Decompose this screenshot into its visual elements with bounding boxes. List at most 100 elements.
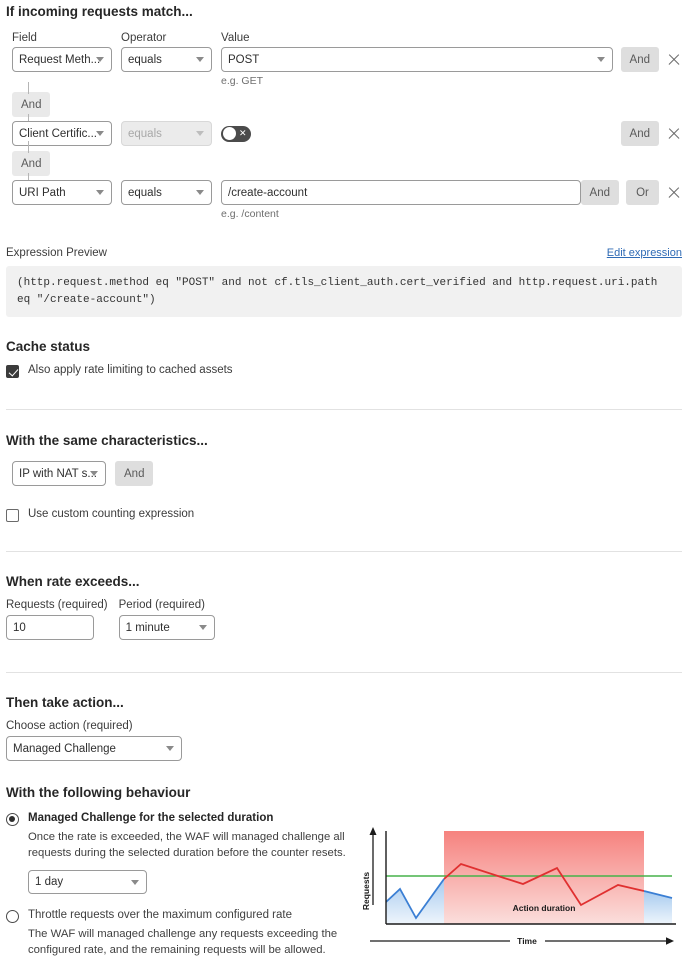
- x-axis-arrowhead: [666, 937, 674, 945]
- action-heading: Then take action...: [6, 695, 124, 710]
- operator-select[interactable]: equals: [121, 180, 212, 205]
- cached-assets-checkbox[interactable]: [6, 365, 19, 378]
- field-select-value: Request Meth...: [19, 53, 101, 66]
- column-header-value: Value: [221, 32, 250, 44]
- expression-preview-label: Expression Preview: [6, 247, 107, 259]
- match-row: Request Meth... equals POST e.g. GET And: [6, 47, 682, 87]
- characteristics-section: With the same characteristics... IP with…: [6, 433, 682, 522]
- behaviour-radio-throttle[interactable]: [6, 910, 19, 924]
- behaviour-section: With the following behaviour Managed Cha…: [6, 785, 682, 959]
- custom-counting-checkbox[interactable]: [6, 509, 19, 522]
- field-select-request-method[interactable]: Request Meth...: [12, 47, 112, 72]
- characteristics-heading: With the same characteristics...: [6, 433, 208, 448]
- requests-input-value: 10: [13, 621, 26, 634]
- chevron-down-icon: [196, 57, 204, 62]
- chevron-down-icon: [131, 879, 139, 885]
- toggle-knob: [223, 127, 236, 140]
- behaviour-option-description: Once the rate is exceeded, the WAF will …: [28, 830, 346, 859]
- rate-heading: When rate exceeds...: [6, 574, 140, 589]
- and-connector: And: [12, 141, 682, 185]
- behaviour-option[interactable]: Managed Challenge for the selected durat…: [6, 811, 346, 895]
- divider: [6, 672, 682, 673]
- match-column-headers: Field Operator Value: [6, 32, 682, 44]
- operator-select-value: equals: [128, 127, 162, 140]
- chevron-down-icon: [90, 471, 98, 476]
- custom-counting-checkbox-row[interactable]: Use custom counting expression: [6, 508, 682, 522]
- and-button[interactable]: And: [620, 47, 659, 72]
- match-heading: If incoming requests match...: [6, 4, 193, 19]
- requests-label: Requests (required): [6, 599, 108, 611]
- chevron-down-icon: [196, 131, 204, 136]
- behaviour-option[interactable]: Throttle requests over the maximum confi…: [6, 908, 346, 958]
- chevron-down-icon: [196, 190, 204, 195]
- expression-preview: Expression Preview Edit expression (http…: [6, 247, 682, 317]
- chevron-down-icon: [166, 746, 174, 751]
- field-select-uri-path[interactable]: URI Path: [12, 180, 112, 205]
- duration-select-value: 1 day: [35, 876, 64, 889]
- remove-condition-icon[interactable]: [666, 185, 682, 201]
- choose-action-label: Choose action (required): [6, 720, 133, 732]
- field-select-value: Client Certific...: [19, 127, 97, 140]
- rate-limit-chart: Requests Action duration Time: [360, 819, 682, 955]
- operator-select[interactable]: equals: [121, 47, 212, 72]
- edit-expression-link[interactable]: Edit expression: [606, 247, 682, 259]
- period-select[interactable]: 1 minute: [118, 615, 215, 640]
- behaviour-option-description: The WAF will managed challenge any reque…: [28, 927, 338, 957]
- value-select-value: POST: [228, 53, 260, 66]
- value-select-method[interactable]: POST: [221, 47, 613, 72]
- choose-action-select[interactable]: Managed Challenge: [6, 736, 182, 761]
- field-select-client-certificate[interactable]: Client Certific...: [12, 121, 112, 146]
- value-input-uri-path[interactable]: /create-account: [221, 180, 581, 205]
- chevron-down-icon: [96, 190, 104, 195]
- rate-section: When rate exceeds... Requests (required)…: [6, 574, 682, 640]
- value-hint: e.g. GET: [221, 75, 264, 87]
- remove-condition-icon[interactable]: [666, 52, 682, 68]
- requests-area-after: [644, 891, 672, 924]
- behaviour-option-title: Managed Challenge for the selected durat…: [28, 812, 274, 824]
- action-section: Then take action... Choose action (requi…: [6, 695, 682, 761]
- divider: [6, 551, 682, 552]
- requests-input[interactable]: 10: [6, 615, 94, 640]
- expression-text: (http.request.method eq "POST" and not c…: [6, 266, 682, 317]
- value-hint: e.g. /content: [221, 208, 279, 220]
- divider: [6, 409, 682, 410]
- operator-select-value: equals: [128, 186, 162, 199]
- operator-select-disabled: equals: [121, 121, 212, 146]
- behaviour-option-title: Throttle requests over the maximum confi…: [28, 909, 292, 922]
- x-axis-label: Time: [517, 936, 537, 946]
- and-button[interactable]: And: [620, 121, 659, 146]
- period-label: Period (required): [118, 599, 205, 611]
- value-input-text: /create-account: [228, 186, 308, 199]
- close-icon: ✕: [239, 128, 247, 138]
- operator-select-value: equals: [128, 53, 162, 66]
- column-header-operator: Operator: [121, 32, 167, 44]
- and-connector: And: [12, 82, 682, 126]
- column-header-field: Field: [12, 32, 37, 44]
- duration-select[interactable]: 1 day: [28, 870, 147, 895]
- field-select-value: URI Path: [19, 186, 66, 199]
- characteristics-and-button[interactable]: And: [115, 461, 154, 486]
- and-connector-button[interactable]: And: [12, 151, 51, 176]
- behaviour-radio-managed-challenge[interactable]: [6, 813, 19, 826]
- chevron-down-icon: [198, 625, 207, 630]
- behaviour-heading: With the following behaviour: [6, 785, 191, 800]
- match-row: Client Certific... equals ✕: [6, 121, 682, 146]
- cached-assets-checkbox-row[interactable]: Also apply rate limiting to cached asset…: [6, 364, 682, 378]
- cache-status-section: Cache status Also apply rate limiting to…: [6, 339, 682, 378]
- cached-assets-label: Also apply rate limiting to cached asset…: [28, 364, 233, 376]
- or-button[interactable]: Or: [626, 180, 659, 205]
- y-axis-arrowhead: [369, 827, 377, 835]
- chevron-down-icon: [96, 131, 104, 136]
- match-rows: Field Operator Value Request Meth... equ…: [6, 32, 682, 220]
- characteristic-select[interactable]: IP with NAT s...: [12, 461, 106, 486]
- action-duration-label: Action duration: [513, 903, 576, 913]
- chart-svg: Requests Action duration Time: [361, 827, 676, 946]
- characteristic-select-value: IP with NAT s...: [19, 467, 97, 480]
- remove-condition-icon[interactable]: [666, 126, 682, 142]
- and-connector-button[interactable]: And: [12, 92, 51, 117]
- value-toggle-cert-verified[interactable]: ✕: [221, 125, 251, 142]
- chevron-down-icon: [96, 57, 104, 62]
- and-button[interactable]: And: [580, 180, 619, 205]
- custom-counting-label: Use custom counting expression: [28, 508, 195, 520]
